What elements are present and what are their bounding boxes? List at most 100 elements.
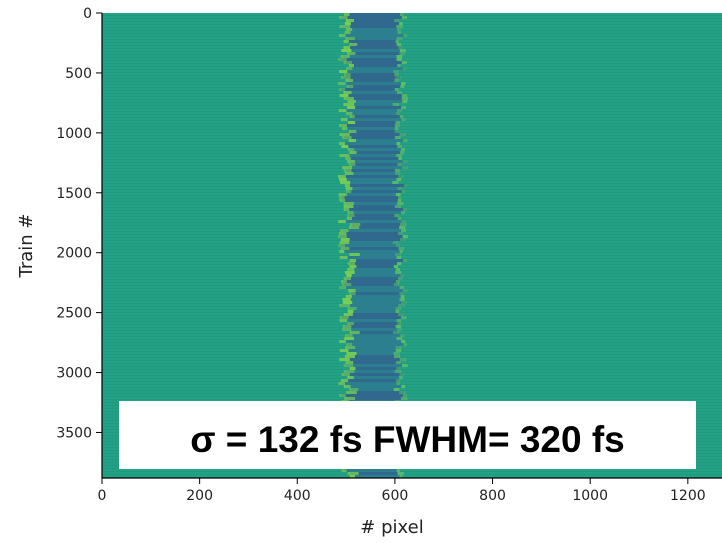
band-left-edge (344, 172, 354, 175)
band-right-edge (395, 349, 402, 352)
band-left-edge (339, 88, 346, 91)
band-left-edge (349, 253, 360, 256)
band-left-edge (339, 358, 350, 361)
band-right-edge (394, 88, 399, 91)
annotation-box: σ = 132 fs FWHM= 320 fs (119, 401, 696, 469)
band-row (350, 130, 399, 133)
band-row (347, 157, 402, 160)
band-left-edge (346, 112, 353, 115)
band-left-edge (338, 82, 346, 85)
band-right-edge (396, 328, 403, 331)
band-left-edge (348, 226, 360, 229)
band-row (344, 298, 404, 301)
band-left-edge (347, 52, 356, 55)
band-row (349, 106, 406, 109)
band-left-edge (347, 310, 354, 313)
band-right-edge (396, 55, 403, 58)
band-row (351, 43, 401, 46)
band-left-edge (339, 319, 348, 322)
band-left-edge (349, 388, 359, 391)
band-right-edge (401, 106, 406, 109)
band-row (350, 289, 407, 292)
band-row (340, 235, 408, 238)
band-row (349, 100, 407, 103)
band-right-edge (393, 265, 398, 268)
band-right-edge (399, 475, 403, 478)
band-left-edge (341, 49, 352, 52)
band-left-edge (344, 73, 351, 76)
y-tick-label: 0 (83, 6, 92, 22)
band-left-edge (349, 43, 358, 46)
band-left-edge (345, 187, 353, 190)
band-row (342, 181, 398, 184)
band-left-edge (338, 220, 346, 223)
band-row (342, 379, 400, 382)
band-row (350, 226, 405, 229)
band-right-edge (396, 382, 401, 385)
band-left-edge (343, 169, 352, 172)
band-left-edge (347, 214, 355, 217)
band-left-edge (339, 142, 345, 145)
band-left-edge (341, 145, 349, 148)
band-right-edge (394, 169, 400, 172)
band-right-edge (395, 76, 402, 79)
band-right-edge (400, 82, 406, 85)
band-right-edge (400, 148, 405, 151)
band-right-edge (397, 472, 404, 475)
band-left-edge (343, 202, 354, 205)
band-left-edge (343, 61, 353, 64)
band-row (340, 58, 401, 61)
band-row (346, 172, 400, 175)
x-tick-label: 1200 (670, 488, 706, 504)
band-left-edge (347, 307, 357, 310)
band-left-edge (345, 19, 354, 22)
band-right-edge (393, 283, 400, 286)
band-left-edge (342, 301, 353, 304)
band-left-edge (349, 223, 361, 226)
band-left-edge (338, 193, 347, 196)
y-tick-label: 500 (65, 66, 92, 82)
band-left-edge (340, 181, 351, 184)
band-left-edge (340, 238, 350, 241)
x-tick-label: 800 (479, 488, 506, 504)
band-right-edge (401, 301, 407, 304)
band-right-edge (402, 100, 408, 103)
band-right-edge (401, 340, 406, 343)
band-row (348, 217, 401, 220)
band-left-edge (338, 235, 347, 238)
band-left-edge (348, 163, 356, 166)
band-right-edge (403, 343, 408, 346)
x-tick-label: 1000 (572, 488, 608, 504)
band-left-edge (343, 385, 351, 388)
band-right-edge (397, 187, 402, 190)
band-right-edge (402, 166, 408, 169)
band-right-edge (394, 370, 402, 373)
band-left-edge (349, 259, 357, 262)
y-tick-label: 3000 (56, 366, 92, 382)
band-left-edge (346, 28, 353, 31)
band-right-edge (396, 367, 400, 370)
band-left-edge (349, 265, 357, 268)
band-right-edge (392, 103, 400, 106)
band-right-edge (403, 289, 408, 292)
band-left-edge (339, 286, 347, 289)
band-right-edge (398, 196, 402, 199)
y-tick-label: 1000 (56, 126, 92, 142)
band-row (341, 154, 402, 157)
band-left-edge (338, 58, 347, 61)
band-left-edge (339, 232, 347, 235)
heatmap-noise (102, 13, 722, 478)
band-right-edge (397, 28, 401, 31)
band-right-edge (398, 157, 402, 160)
band-row (349, 472, 403, 475)
band-left-edge (342, 127, 348, 130)
band-row (347, 295, 404, 298)
band-left-edge (339, 124, 348, 127)
band-right-edge (396, 58, 402, 61)
band-row (342, 76, 401, 79)
band-left-edge (345, 361, 354, 364)
band-row (347, 346, 401, 349)
band-row (346, 22, 403, 25)
band-row (344, 301, 406, 304)
